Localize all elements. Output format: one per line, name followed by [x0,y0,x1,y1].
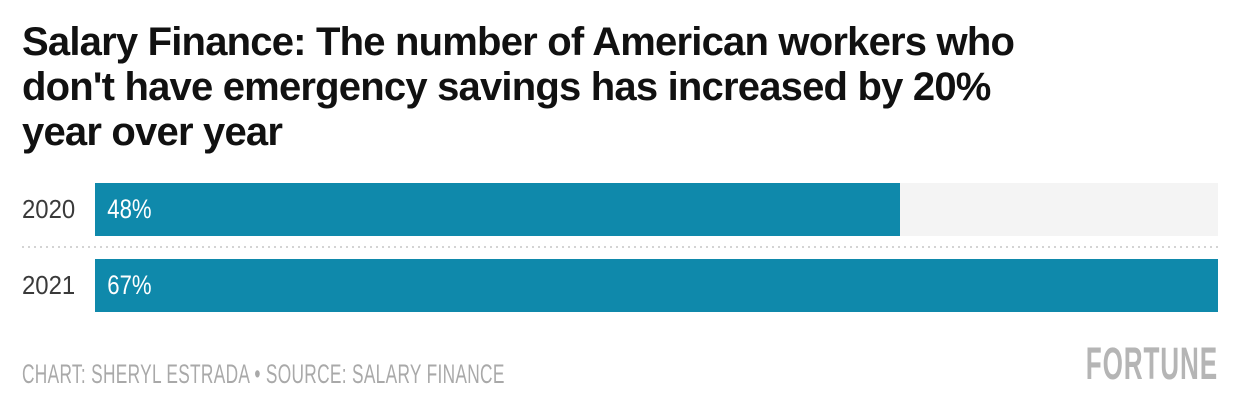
bar-row: 2021 67% [22,259,1218,312]
title-line-3: year over year [22,110,283,154]
bar-fill: 48% [95,183,900,236]
fortune-logo: FORTUNE [1085,338,1218,389]
chart-footer: CHART: SHERYL ESTRADA • SOURCE: SALARY F… [22,338,1218,390]
bar-chart: 2020 48% 2021 67% [22,183,1218,312]
bar-track: 67% [95,259,1218,312]
bar-fill: 67% [95,259,1218,312]
bar-value-label: 67% [107,270,152,300]
chart-credit: CHART: SHERYL ESTRADA • SOURCE: SALARY F… [22,359,505,389]
category-label: 2021 [22,270,76,300]
title-line-1: Salary Finance: The number of American w… [22,20,1015,64]
page-title: Salary Finance: The number of American w… [22,20,1218,155]
title-line-2: don't have emergency savings has increas… [22,65,991,109]
bar-track: 48% [95,183,1218,236]
row-separator [22,246,1218,248]
category-label: 2020 [22,194,76,224]
bar-value-label: 48% [107,194,152,224]
bar-row: 2020 48% [22,183,1218,236]
